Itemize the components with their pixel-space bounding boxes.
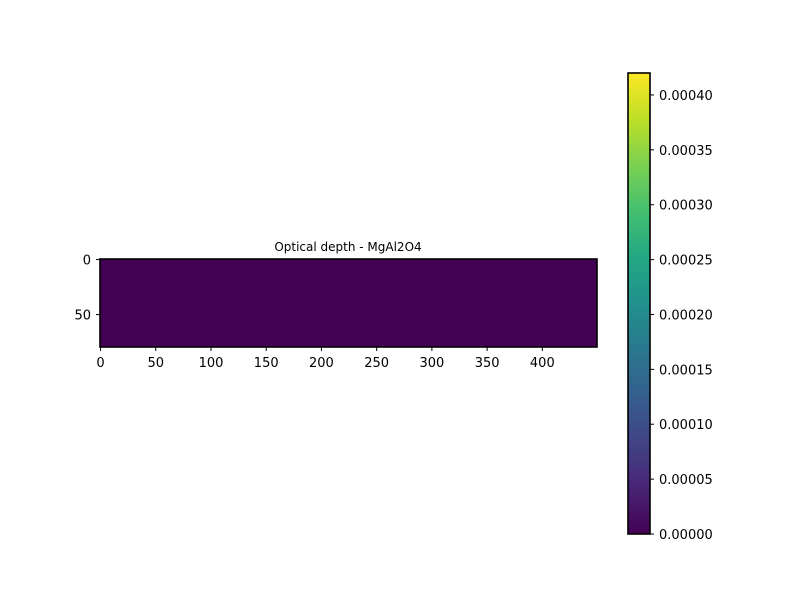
x-tick-label: 50 [148, 356, 165, 371]
colorbar-tick-label: 0.00000 [659, 528, 713, 543]
x-axis: 0 50 100 150 200 250 300 350 400 [96, 347, 555, 371]
x-tick-label: 250 [364, 356, 389, 371]
colorbar-ticks: 0.00000 0.00005 0.00010 0.00015 0.00020 0.000… [650, 89, 713, 543]
colorbar-tick-label: 0.00030 [659, 199, 713, 214]
plot-frame [99, 258, 598, 348]
colorbar-tick-label: 0.00005 [659, 473, 713, 488]
chart-title: Optical depth - MgAl2O4 [274, 240, 421, 254]
colorbar: 0.00000 0.00005 0.00010 0.00015 0.00020 0.000… [627, 72, 713, 543]
colorbar-tick-label: 0.00040 [659, 89, 713, 104]
heatmap-plot [99, 258, 598, 348]
x-tick-label: 350 [475, 356, 500, 371]
colorbar-tick-label: 0.00020 [659, 308, 713, 323]
y-tick-label: 0 [83, 254, 91, 269]
colorbar-gradient [628, 73, 650, 534]
x-tick-label: 150 [254, 356, 279, 371]
colorbar-tick-label: 0.00015 [659, 363, 713, 378]
y-axis: 0 50 [74, 254, 100, 324]
x-tick-label: 100 [199, 356, 224, 371]
x-tick-label: 200 [309, 356, 334, 371]
colorbar-tick-label: 0.00025 [659, 254, 713, 269]
colorbar-tick-label: 0.00035 [659, 144, 713, 159]
heatmap-image [100, 259, 597, 347]
colorbar-tick-label: 0.00010 [659, 418, 713, 433]
x-tick-label: 300 [419, 356, 444, 371]
x-tick-label: 0 [96, 356, 104, 371]
y-tick-label: 50 [74, 309, 91, 324]
x-tick-label: 400 [530, 356, 555, 371]
colorbar-frame [627, 72, 651, 535]
